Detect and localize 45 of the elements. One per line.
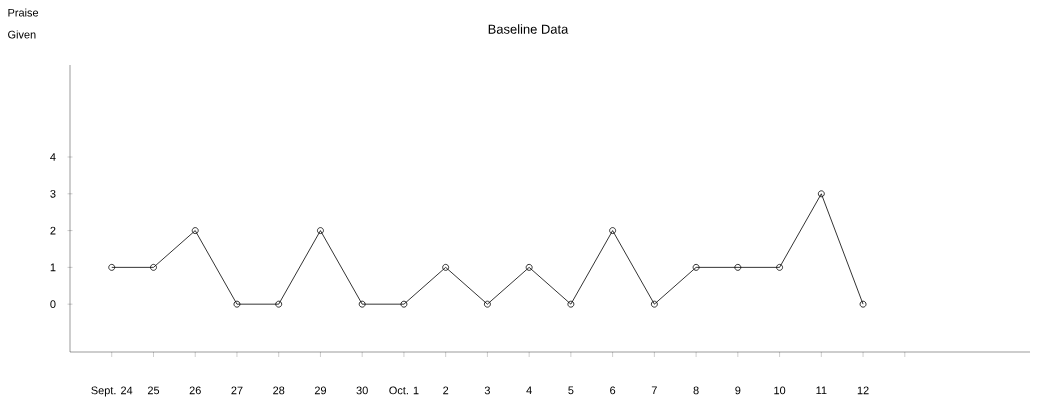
x-tick-label: 25 [147,386,160,395]
x-tick-label: 12 [857,386,869,395]
x-tick-label: 28 [273,386,285,395]
text: Praise Given [8,8,39,39]
point [108,263,116,271]
point [776,263,783,271]
x-tick-label: 7 [651,386,657,395]
point [275,300,283,308]
point [650,300,658,308]
x-tick-label: 6 [610,386,616,395]
point [442,263,450,271]
point [484,300,491,308]
x-tick-label: 8 [693,386,699,395]
point [191,227,199,234]
x-tick-label: 27 [231,386,243,395]
point [233,300,241,308]
x-tick-label: 2 [443,386,449,395]
y-tick-label: 1 [50,263,56,272]
point [859,300,867,308]
x-tick-label: 3 [484,386,490,395]
point [525,263,533,271]
point [692,263,700,271]
y-tick-label: 0 [50,300,56,309]
x-tick-label: 29 [314,386,327,395]
x-tick-label: 5 [568,386,574,395]
x-tick-label: Sept. 24 [91,386,133,397]
point [400,300,408,308]
x-tick-label: 9 [735,386,741,395]
x-tick-label: 4 [526,386,532,395]
point [317,227,324,234]
y-tick-label: 4 [50,153,56,161]
chart-title: Baseline Data [488,24,569,34]
y-tick-label: 2 [50,226,56,235]
point [734,263,742,271]
x-tick-label: 11 [816,386,827,395]
point [150,263,157,271]
x-tick-label: 26 [189,386,201,395]
point [609,227,617,234]
point [358,300,366,308]
y-tick-label: 3 [50,189,56,198]
x-tick-label: Oct. 1 [389,386,419,395]
point [817,190,825,198]
point [567,300,575,308]
x-tick-label: 10 [774,386,786,395]
x-tick-label: 30 [356,386,368,395]
